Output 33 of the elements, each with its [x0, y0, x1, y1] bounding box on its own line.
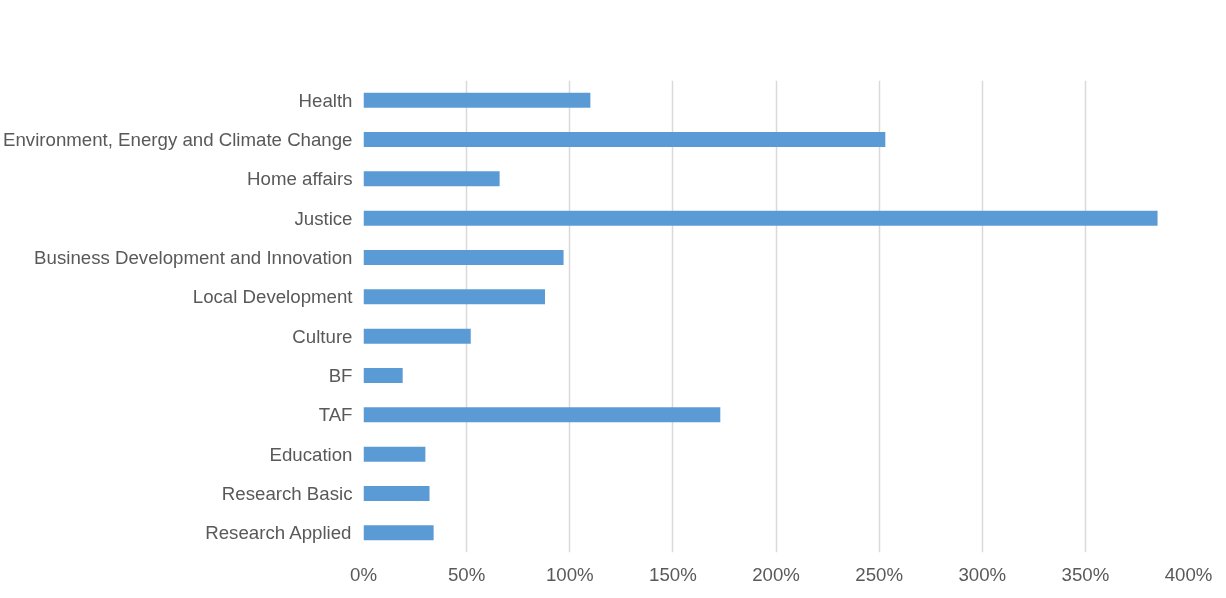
bar [363, 525, 434, 541]
x-tick-label: 200% [752, 563, 800, 585]
bar [363, 328, 471, 344]
y-tick-label: Environment, Energy and Climate Change [3, 129, 353, 150]
bar [363, 210, 1158, 226]
x-tick-label: 0% [350, 563, 377, 585]
bar [363, 132, 886, 147]
x-tick-label: 400% [1164, 563, 1213, 585]
x-tick-label: 100% [545, 563, 594, 585]
y-tick-label: Health [298, 89, 353, 111]
bar [363, 171, 500, 187]
bar [363, 407, 721, 423]
y-tick-label: Education [269, 443, 353, 465]
y-tick-label: Culture [292, 325, 353, 347]
bar [363, 446, 426, 462]
bar [363, 92, 591, 108]
bar [363, 289, 545, 305]
bar [363, 250, 564, 265]
y-tick-label: Business Development and Innovation [34, 247, 353, 268]
x-tick-label: 350% [1061, 563, 1110, 585]
y-tick-label: TAF [318, 404, 353, 426]
x-tick-label: 150% [649, 563, 697, 585]
x-tick-label: 300% [958, 563, 1007, 585]
x-tick-label: 50% [447, 563, 486, 585]
x-tick-label: 250% [855, 563, 903, 585]
y-tick-label: Research Basic [221, 483, 353, 504]
y-tick-label: BF [328, 365, 353, 386]
bar [363, 486, 430, 501]
y-tick-label: Justice [294, 207, 353, 229]
y-tick-label: Local Development [192, 286, 354, 308]
y-tick-label: Home affairs [247, 168, 353, 190]
bar [363, 368, 403, 383]
y-tick-label: Research Applied [205, 522, 352, 544]
